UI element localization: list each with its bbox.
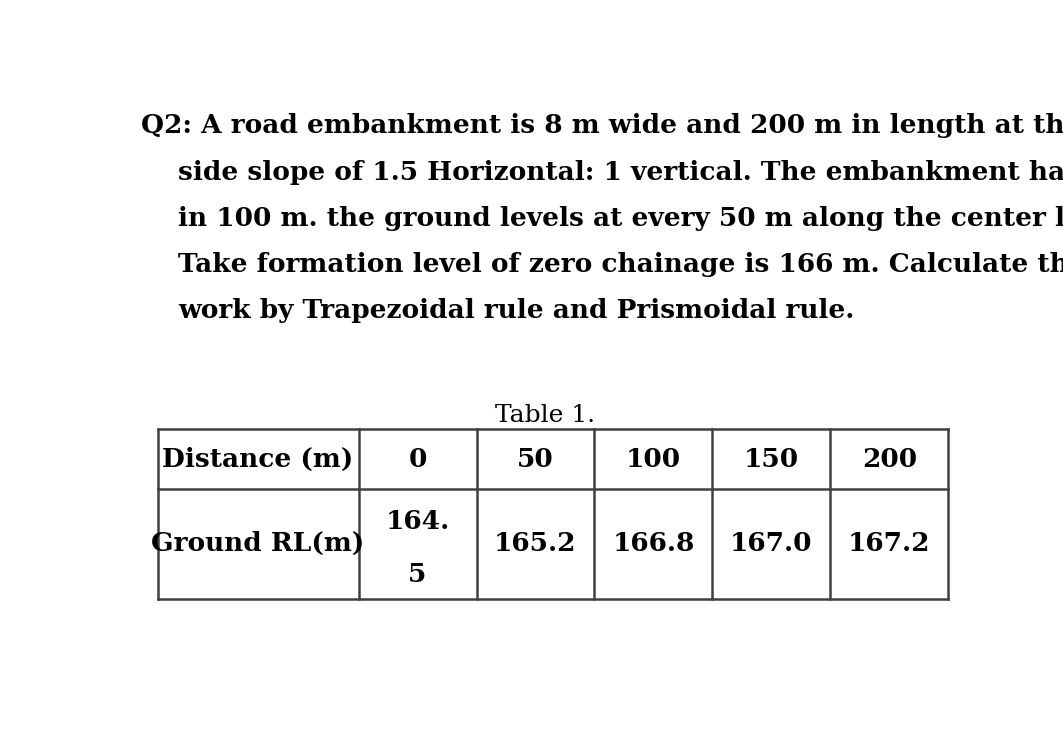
- Text: 166.8: 166.8: [612, 531, 695, 556]
- Text: 50: 50: [517, 446, 554, 471]
- Text: side slope of 1.5 Horizontal: 1 vertical. The embankment has arising gradient of: side slope of 1.5 Horizontal: 1 vertical…: [179, 160, 1063, 185]
- Text: 0: 0: [408, 446, 426, 471]
- Text: 165.2: 165.2: [494, 531, 577, 556]
- Text: 5: 5: [408, 562, 426, 587]
- Text: 150: 150: [744, 446, 799, 471]
- Text: 200: 200: [862, 446, 917, 471]
- Text: Take formation level of zero chainage is 166 m. Calculate the volume of earth: Take formation level of zero chainage is…: [179, 252, 1063, 277]
- Text: in 100 m. the ground levels at every 50 m along the center line are as in table : in 100 m. the ground levels at every 50 …: [179, 206, 1063, 231]
- Text: Distance (m): Distance (m): [163, 446, 354, 471]
- Text: 167.0: 167.0: [730, 531, 813, 556]
- Text: Table 1.: Table 1.: [494, 404, 595, 427]
- Text: Q2: A road embankment is 8 m wide and 200 m in length at the formation level, wi: Q2: A road embankment is 8 m wide and 20…: [141, 114, 1063, 139]
- Text: 164.: 164.: [386, 509, 450, 534]
- Text: Ground RL(m): Ground RL(m): [151, 531, 365, 556]
- Text: 167.2: 167.2: [848, 531, 931, 556]
- Text: work by Trapezoidal rule and Prismoidal rule.: work by Trapezoidal rule and Prismoidal …: [179, 298, 855, 323]
- Text: 100: 100: [626, 446, 681, 471]
